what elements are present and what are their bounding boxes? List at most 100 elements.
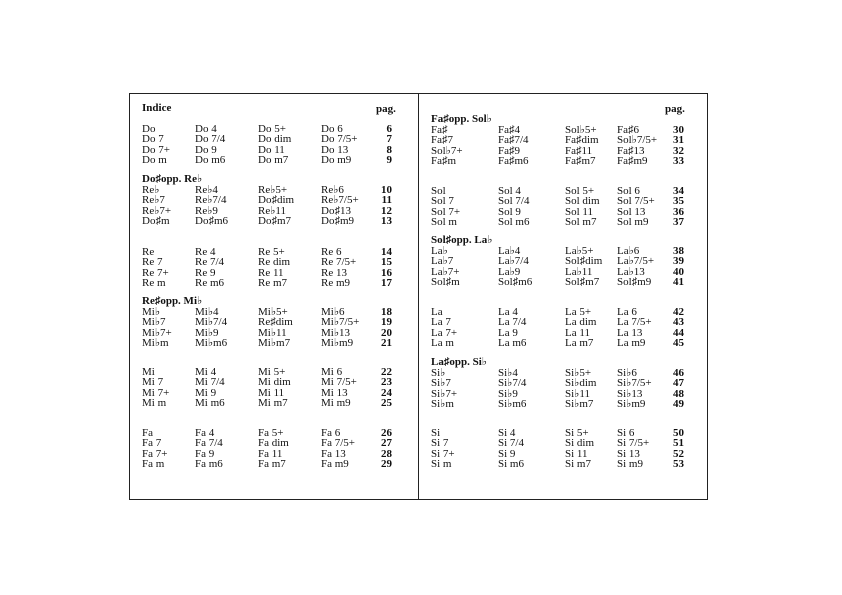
chord-name: Fa 7+ <box>142 447 168 460</box>
chord-name: Re♭4 <box>195 184 218 196</box>
chord-name: Mi♭7/4 <box>195 316 228 329</box>
chord-name: La 9 <box>498 326 518 339</box>
chord-name: Sol 5+ <box>565 185 595 197</box>
chord-name: Sol 7+ <box>431 205 461 218</box>
chord-name: Si♭m6 <box>498 398 527 411</box>
chord-name: Re♭7/4 <box>195 194 227 207</box>
chord-name: Si 7 <box>431 437 449 450</box>
chord-name: La♭7/4 <box>498 255 529 268</box>
chord-name: Sol 9 <box>498 205 521 218</box>
chord-name: La 7+ <box>431 326 458 339</box>
chord-name: Si♭7+ <box>431 387 458 400</box>
chord-name: Do♯m7 <box>258 215 291 228</box>
chord-name: Si♭ <box>431 367 446 379</box>
chord-name: Fa♯m <box>431 155 457 168</box>
chord-name: Si♭6 <box>617 367 637 379</box>
chord-name: La 7 <box>431 316 451 329</box>
chord-name: Do <box>142 123 156 135</box>
page-number: 34 <box>673 185 684 197</box>
chord-name: Mi♭13 <box>321 326 351 339</box>
chord-name: Mi 5+ <box>258 366 286 378</box>
chord-name: Mi♭4 <box>195 306 219 318</box>
chord-name: Re♭9 <box>195 204 218 217</box>
group-header: Re♯opp. Mi♭ <box>142 295 203 307</box>
page-number: 51 <box>673 437 684 450</box>
chord-name: La <box>431 306 443 318</box>
chord-name: Mi 13 <box>321 386 348 399</box>
chord-name: Sol♯dim <box>565 255 603 268</box>
chord-name: Si♭9 <box>498 387 518 400</box>
chord-name: Fa♯dim <box>565 134 599 147</box>
page-number: 52 <box>673 447 684 460</box>
chord-name: Re m9 <box>321 277 351 290</box>
chord-name: Sol 7/5+ <box>617 195 655 208</box>
chord-name: Mi 7+ <box>142 386 170 399</box>
chord-name: Mi♭7 <box>142 316 166 329</box>
chord-name: Re 7+ <box>142 266 169 279</box>
page-number: 29 <box>381 458 392 471</box>
chord-name: Si 4 <box>498 427 516 439</box>
chord-name: La♭7/5+ <box>617 255 655 268</box>
chord-name: Mi♭6 <box>321 306 345 318</box>
chord-name: Mi♭7/5+ <box>321 316 360 329</box>
chord-name: Si♭m9 <box>617 398 646 411</box>
chord-name: Si 9 <box>498 447 516 460</box>
chord-name: Sol m9 <box>617 216 649 229</box>
chord-name: Sol <box>431 185 446 197</box>
chord-name: Re m6 <box>195 277 225 290</box>
chord-name: Fa m <box>142 458 165 471</box>
chord-name: Si dim <box>565 437 595 450</box>
chord-name: Si 11 <box>565 447 588 460</box>
group-header: Fa♯opp. Sol♭ <box>431 113 492 125</box>
chord-name: Fa♯11 <box>565 144 593 157</box>
chord-name: Sol m6 <box>498 216 530 229</box>
page-number: 10 <box>381 184 392 196</box>
chord-name: Fa 7 <box>142 437 162 450</box>
chord-name: Mi♭ <box>142 306 161 318</box>
chord-name: Sol 13 <box>617 205 646 218</box>
right-pag-label: pag. <box>665 103 685 115</box>
chord-name: Do 7 <box>142 133 164 146</box>
page-number: 31 <box>673 134 684 147</box>
chord-name: Si♭11 <box>565 387 590 400</box>
page-number: 28 <box>381 447 392 460</box>
chord-name: Si 7+ <box>431 447 455 460</box>
page-number: 21 <box>381 337 392 350</box>
chord-name: Si 7/4 <box>498 437 524 450</box>
chord-name: Fa 5+ <box>258 427 284 439</box>
chord-name: La 5+ <box>565 306 592 318</box>
chord-name: Sol 4 <box>498 185 521 197</box>
group-header: Do♯opp. Re♭ <box>142 173 203 185</box>
page-number: 15 <box>381 256 392 269</box>
chord-name: Sol♭7/5+ <box>617 134 658 147</box>
chord-name: Do♯13 <box>321 204 351 217</box>
chord-name: Si 7/5+ <box>617 437 650 450</box>
chord-name: Fa♯9 <box>498 144 520 157</box>
page-number: 19 <box>381 316 392 329</box>
chord-name: La 6 <box>617 306 637 318</box>
chord-name: Si♭7/5+ <box>617 377 652 390</box>
chord-name: Fa 7/5+ <box>321 437 356 450</box>
chord-name: Mi 9 <box>195 386 217 399</box>
chord-name: Fa m6 <box>195 458 223 471</box>
chord-name: Do 6 <box>321 123 343 135</box>
page-number: 47 <box>673 377 684 390</box>
page-number: 6 <box>386 123 393 135</box>
chord-name: Sol♯m <box>431 276 460 289</box>
page-number: 41 <box>673 276 684 289</box>
chord-name: Mi♭7+ <box>142 326 172 339</box>
chord-name: Fa 6 <box>321 427 341 439</box>
chord-name: Sol 7 <box>431 195 454 208</box>
chord-name: Re 11 <box>258 266 284 279</box>
chord-name: Fa♯6 <box>617 124 639 136</box>
chord-name: La♭7+ <box>431 265 460 278</box>
chord-name: Fa♯7/4 <box>498 134 529 147</box>
chord-name: Mi♭m <box>142 337 169 350</box>
chord-name: Sol 6 <box>617 185 640 197</box>
page-number: 40 <box>673 265 684 278</box>
chord-name: Sol♭7+ <box>431 144 463 157</box>
chord-name: Re 7/4 <box>195 256 225 269</box>
page-number: 11 <box>381 194 392 207</box>
chord-name: Re dim <box>258 256 291 269</box>
chord-name: Do 13 <box>321 143 349 156</box>
